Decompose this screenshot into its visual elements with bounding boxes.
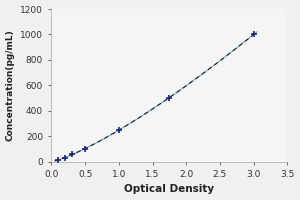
X-axis label: Optical Density: Optical Density — [124, 184, 214, 194]
Y-axis label: Concentration(pg/mL): Concentration(pg/mL) — [6, 29, 15, 141]
